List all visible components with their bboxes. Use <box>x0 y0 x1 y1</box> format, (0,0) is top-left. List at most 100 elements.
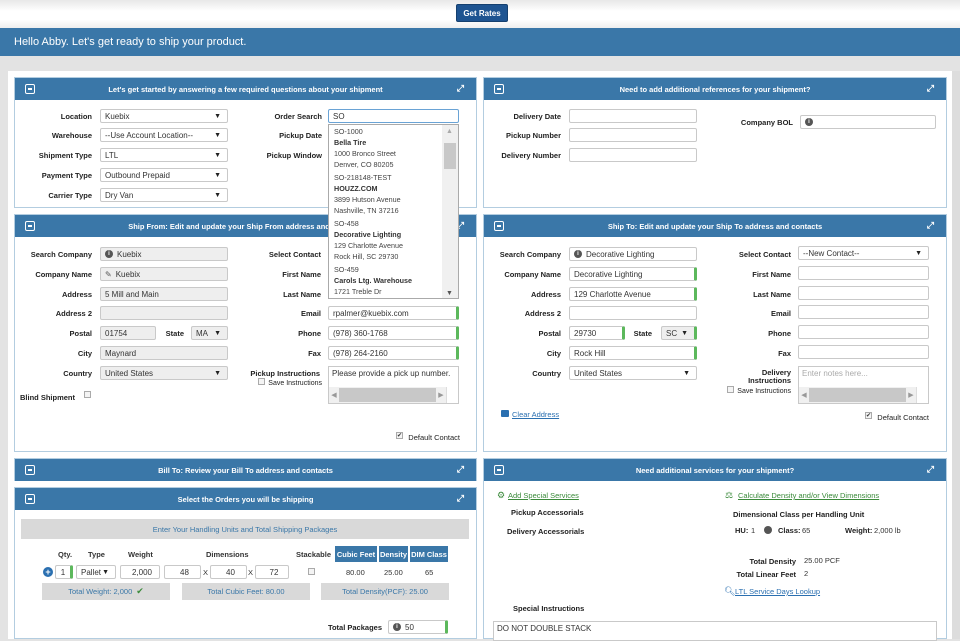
company-bol-input[interactable]: i <box>800 115 936 129</box>
warehouse-select[interactable]: --Use Account Location-- <box>100 128 228 142</box>
ship-from-search-company-input[interactable]: i Kuebix <box>100 247 228 261</box>
order-result-item[interactable]: SO-218148-TEST HOUZZ.COM 3899 Hutson Avenu… <box>334 173 401 215</box>
calculate-density-link[interactable]: Calculate Density and/or View Dimensions <box>738 491 880 500</box>
email-label: Email <box>300 309 321 318</box>
ship-to-email-input[interactable] <box>798 305 929 319</box>
save-instructions-checkbox[interactable] <box>727 386 734 393</box>
ship-from-phone-input[interactable]: (978) 360-1768 <box>328 326 459 340</box>
order-result-item[interactable]: SO-1000 Bella Tire 1000 Bronco Street Denve… <box>334 127 396 169</box>
total-weight-bar: Total Weight: 2,000 ✔ <box>42 583 170 600</box>
delivery-instructions-textarea[interactable]: Enter notes here... ◀ ▶ <box>798 366 929 404</box>
page-scrollbar[interactable] <box>952 71 960 639</box>
save-instructions-checkbox[interactable] <box>258 378 265 385</box>
ship-from-state-select[interactable]: MA <box>191 326 228 340</box>
ship-to-contact-select[interactable]: --New Contact-- <box>798 246 929 260</box>
delivery-number-input[interactable] <box>569 148 697 162</box>
ship-to-last-name-input[interactable] <box>798 286 929 300</box>
length-input[interactable]: 48 <box>164 565 201 579</box>
ship-from-fax-input[interactable]: (978) 264-2160 <box>328 346 459 360</box>
pickup-number-input[interactable] <box>569 128 697 142</box>
order-search-dropdown[interactable]: SO-1000 Bella Tire 1000 Bronco Street Denve… <box>328 124 459 299</box>
collapse-icon[interactable] <box>25 84 35 94</box>
collapse-icon[interactable] <box>494 221 504 231</box>
stackable-checkbox[interactable] <box>308 568 315 575</box>
order-search-label: Order Search <box>274 112 322 121</box>
order-result-item[interactable]: SO-459 Carols Ltg. Warehouse 1721 Treble D… <box>334 265 413 296</box>
add-special-services-link[interactable]: Add Special Services <box>508 491 579 500</box>
default-contact-checkbox[interactable]: ✔ <box>396 432 403 439</box>
collapse-icon[interactable] <box>25 494 35 504</box>
ship-to-postal-input[interactable]: 29730 <box>569 326 625 340</box>
add-handling-unit-icon[interactable]: + <box>43 567 53 577</box>
ship-to-company-name-input[interactable]: Decorative Lighting <box>569 267 697 281</box>
special-instructions-textarea[interactable]: DO NOT DOUBLE STACK <box>493 621 937 641</box>
ship-from-email-input[interactable]: rpalmer@kuebix.com <box>328 306 459 320</box>
ship-from-country-select[interactable]: United States <box>100 366 228 380</box>
collapse-icon[interactable] <box>494 465 504 475</box>
expand-section-icon[interactable] <box>25 465 35 475</box>
expand-icon[interactable]: ⤢ <box>926 83 934 93</box>
delivery-date-input[interactable] <box>569 109 697 123</box>
pickup-instructions-textarea[interactable]: Please provide a pick up number. ◀ ▶ <box>328 366 459 404</box>
blind-shipment-label: Blind Shipment <box>20 393 75 402</box>
expand-icon[interactable]: ⤢ <box>456 220 464 230</box>
scroll-up-icon[interactable]: ▲ <box>446 128 453 135</box>
clear-address-icon[interactable] <box>501 410 509 417</box>
clear-address-link[interactable]: Clear Address <box>512 410 560 419</box>
order-result-item[interactable]: SO-458 Decorative Lighting 129 Charlotte A… <box>334 219 403 261</box>
collapse-icon[interactable] <box>494 84 504 94</box>
ship-to-address2-input[interactable] <box>569 306 697 320</box>
width-input[interactable]: 40 <box>210 565 247 579</box>
blind-shipment-checkbox[interactable] <box>84 391 91 398</box>
services-panel: Need additional services for your shipme… <box>483 458 947 639</box>
expand-icon[interactable]: ⤢ <box>456 464 464 474</box>
last-name-label: Last Name <box>753 290 791 299</box>
horizontal-scrollbar[interactable]: ◀ ▶ <box>799 387 916 403</box>
get-rates-button[interactable]: Get Rates <box>456 4 508 22</box>
resize-handle[interactable] <box>916 387 928 403</box>
carrier-type-select[interactable]: Dry Van <box>100 188 228 202</box>
expand-icon[interactable]: ⤢ <box>926 220 934 230</box>
payment-type-select[interactable]: Outbound Prepaid <box>100 168 228 182</box>
qty-header: Qty. <box>58 550 73 559</box>
info-icon[interactable]: i <box>805 118 813 126</box>
ship-from-city-input[interactable]: Maynard <box>100 346 228 360</box>
ship-from-postal-input[interactable]: 01754 <box>100 326 156 340</box>
special-instructions-label: Special Instructions <box>513 604 585 613</box>
dropdown-scrollbar[interactable]: ▲ ▼ <box>442 125 458 298</box>
expand-icon[interactable]: ⤢ <box>926 464 934 474</box>
default-contact-checkbox[interactable]: ✔ <box>865 412 872 419</box>
order-search-input[interactable]: SO <box>328 109 459 123</box>
expand-icon[interactable]: ⤢ <box>456 83 464 93</box>
expand-icon[interactable]: ⤢ <box>456 493 464 503</box>
ship-to-first-name-input[interactable] <box>798 266 929 280</box>
ship-from-address-input[interactable]: 5 Mill and Main <box>100 287 228 301</box>
scroll-down-icon[interactable]: ▼ <box>446 290 453 297</box>
info-icon[interactable] <box>764 526 772 534</box>
ship-to-address-input[interactable]: 129 Charlotte Avenue <box>569 287 697 301</box>
hu-label: HU: <box>735 526 749 535</box>
ltl-service-days-link[interactable]: LTL Service Days Lookup <box>735 587 821 596</box>
address2-label: Address 2 <box>55 309 92 318</box>
ship-from-address2-input[interactable] <box>100 306 228 320</box>
ship-to-city-input[interactable]: Rock Hill <box>569 346 697 360</box>
ship-to-fax-input[interactable] <box>798 345 929 359</box>
ship-from-company-name-input[interactable]: ✎ Kuebix <box>100 267 228 281</box>
search-company-label: Search Company <box>499 250 561 259</box>
ship-to-phone-input[interactable] <box>798 325 929 339</box>
location-select[interactable]: Kuebix <box>100 109 228 123</box>
total-packages-input[interactable]: i 50 <box>388 620 448 634</box>
ship-to-search-company-input[interactable]: i Decorative Lighting <box>569 247 697 261</box>
shipment-type-select[interactable]: LTL <box>100 148 228 162</box>
qty-input[interactable]: 1 <box>55 565 73 579</box>
horizontal-scrollbar[interactable]: ◀ ▶ <box>329 387 446 403</box>
resize-handle[interactable] <box>446 387 458 403</box>
stackable-header: Stackable <box>296 550 332 559</box>
ship-to-state-select[interactable]: SC <box>661 326 697 340</box>
height-input[interactable]: 72 <box>255 565 289 579</box>
city-label: City <box>546 349 561 358</box>
ship-to-country-select[interactable]: United States <box>569 366 697 380</box>
collapse-icon[interactable] <box>25 221 35 231</box>
type-select[interactable]: Pallet <box>76 565 116 579</box>
weight-input[interactable]: 2,000 <box>120 565 160 579</box>
